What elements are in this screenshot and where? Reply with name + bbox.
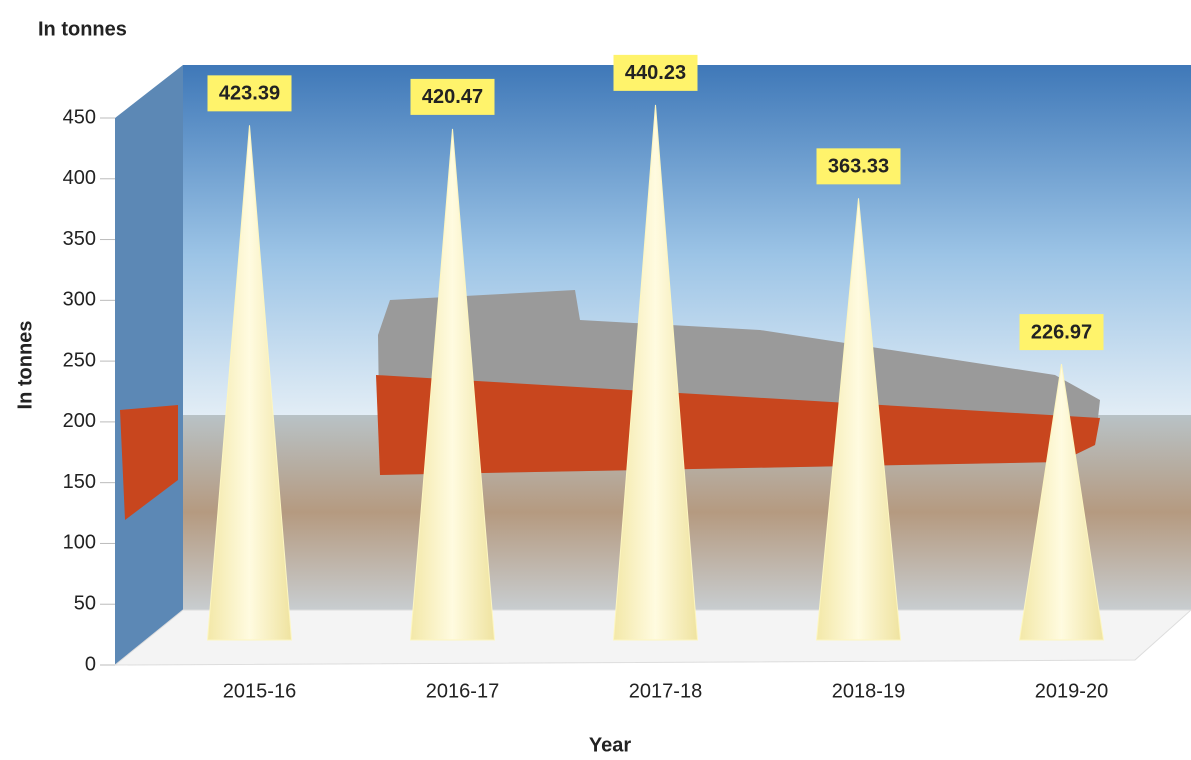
y-tick-label: 0 [85,653,96,675]
cone-bar [612,104,699,641]
value-label-box [207,75,292,112]
cone-bar [409,128,496,641]
x-tick-label: 2019-20 [1035,680,1108,702]
cone-bar [206,125,293,641]
value-label-box [816,148,901,185]
y-tick-label: 250 [63,349,96,371]
value-label: 423.39 [219,83,280,105]
y-tick-label: 300 [63,289,96,311]
value-label-box [1019,314,1104,351]
y-tick-label: 100 [63,532,96,554]
value-label: 363.33 [828,156,889,178]
y-tick-label: 450 [63,106,96,128]
y-tick-label: 400 [63,167,96,189]
y-tick-label: 150 [63,471,96,493]
side-hull [120,405,178,520]
side-wall [115,65,183,665]
x-tick-label: 2016-17 [426,680,499,702]
value-label: 226.97 [1031,321,1092,343]
y-tick-label: 350 [63,228,96,250]
ship-hull [376,375,1100,475]
y-tick-label: 200 [63,410,96,432]
y-tick-label: 50 [74,593,96,615]
x-tick-label: 2015-16 [223,680,296,702]
value-label-box [613,54,698,91]
cone-bar [815,198,902,641]
cone-bar [1018,364,1105,641]
x-axis-title: Year [589,734,631,756]
x-tick-label: 2017-18 [629,680,702,702]
y-axis-title: In tonnes [14,321,36,410]
x-tick-label: 2018-19 [832,680,905,702]
value-label: 440.23 [625,62,686,84]
header: In tonnes [38,18,127,40]
value-label-box [410,78,495,115]
value-label: 420.47 [422,86,483,108]
